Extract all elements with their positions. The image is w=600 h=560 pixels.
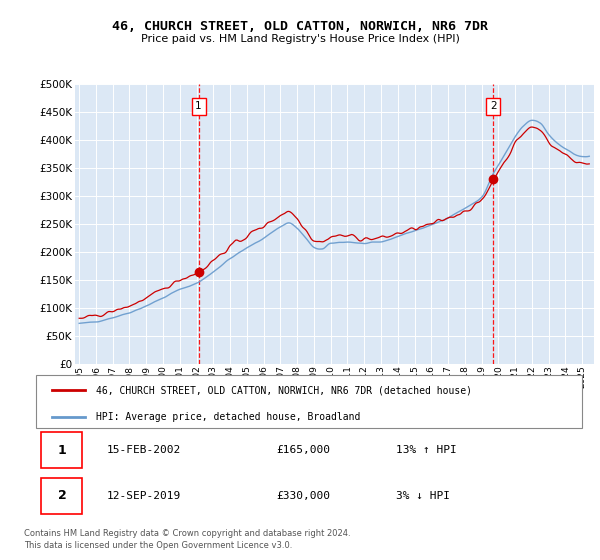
FancyBboxPatch shape (36, 375, 582, 428)
Text: 3% ↓ HPI: 3% ↓ HPI (397, 491, 451, 501)
FancyBboxPatch shape (41, 432, 82, 468)
Text: Contains HM Land Registry data © Crown copyright and database right 2024.
This d: Contains HM Land Registry data © Crown c… (24, 529, 350, 550)
Text: Price paid vs. HM Land Registry's House Price Index (HPI): Price paid vs. HM Land Registry's House … (140, 34, 460, 44)
Text: 46, CHURCH STREET, OLD CATTON, NORWICH, NR6 7DR (detached house): 46, CHURCH STREET, OLD CATTON, NORWICH, … (96, 385, 472, 395)
Text: 1: 1 (195, 101, 202, 111)
Text: 2: 2 (490, 101, 497, 111)
Text: 46, CHURCH STREET, OLD CATTON, NORWICH, NR6 7DR: 46, CHURCH STREET, OLD CATTON, NORWICH, … (112, 20, 488, 32)
Text: £330,000: £330,000 (276, 491, 330, 501)
Text: 12-SEP-2019: 12-SEP-2019 (107, 491, 181, 501)
Text: 1: 1 (58, 444, 67, 457)
Text: 2: 2 (58, 489, 67, 502)
FancyBboxPatch shape (41, 478, 82, 514)
Text: 15-FEB-2002: 15-FEB-2002 (107, 445, 181, 455)
Text: £165,000: £165,000 (276, 445, 330, 455)
Text: 13% ↑ HPI: 13% ↑ HPI (397, 445, 457, 455)
Text: HPI: Average price, detached house, Broadland: HPI: Average price, detached house, Broa… (96, 412, 361, 422)
